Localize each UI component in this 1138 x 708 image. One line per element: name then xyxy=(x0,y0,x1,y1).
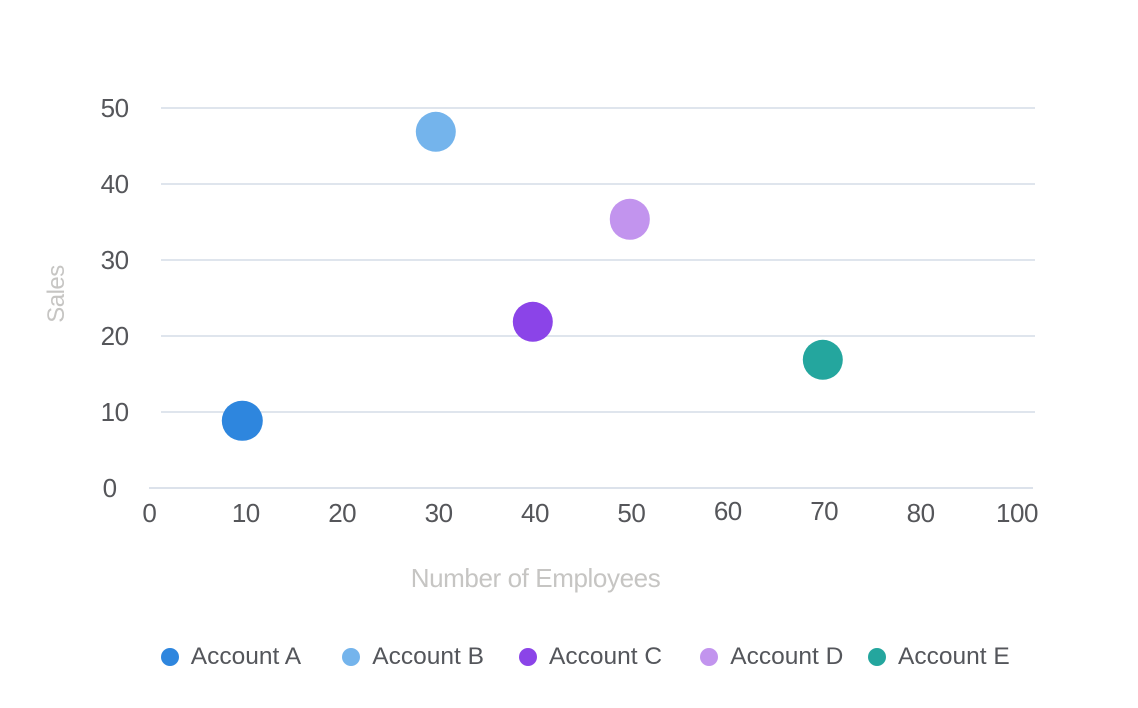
bubble-account-c[interactable] xyxy=(512,301,553,343)
x-tick-label-100: 100 xyxy=(996,498,1038,528)
legend-label: Account A xyxy=(190,642,302,670)
x-tick-label-50: 50 xyxy=(617,498,646,528)
y-gridline xyxy=(161,258,1035,261)
legend-item-account-e[interactable]: Account E xyxy=(868,642,1010,670)
x-tick-label-40: 40 xyxy=(521,498,549,528)
legend-marker-account-b xyxy=(342,647,361,666)
y-gridline xyxy=(161,182,1035,185)
bubble-account-d[interactable] xyxy=(609,199,650,240)
y-tick-label-10: 10 xyxy=(100,396,129,427)
bubble-account-a[interactable] xyxy=(222,400,263,441)
legend-label: Account E xyxy=(898,642,1010,670)
legend-item-account-c[interactable]: Account C xyxy=(519,642,663,670)
x-tick-label-60: 60 xyxy=(713,496,742,526)
legend-label: Account D xyxy=(730,642,844,670)
x-tick-label-30: 30 xyxy=(424,498,453,528)
legend-item-account-d[interactable]: Account D xyxy=(700,642,844,670)
x-axis-line xyxy=(149,486,1034,489)
x-tick-label-70: 70 xyxy=(810,496,839,526)
x-axis-title: Number of Employees xyxy=(410,563,661,593)
x-tick-label-20: 20 xyxy=(328,498,357,528)
y-tick-label-30: 30 xyxy=(100,244,129,275)
y-gridline xyxy=(161,410,1035,413)
bubble-account-b[interactable] xyxy=(415,111,457,153)
y-tick-label-50: 50 xyxy=(100,92,129,123)
x-tick-label-80: 80 xyxy=(906,498,935,528)
legend-item-account-a[interactable]: Account A xyxy=(160,642,302,670)
legend-marker-account-e xyxy=(868,647,886,666)
bubble-account-e[interactable] xyxy=(802,339,844,381)
legend-marker-account-d xyxy=(700,647,719,666)
y-tick-label-20: 20 xyxy=(100,320,129,351)
legend-label: Account C xyxy=(549,642,663,670)
legend-item-account-b[interactable]: Account B xyxy=(342,642,484,670)
legend-marker-account-c xyxy=(519,647,537,666)
legend-marker-account-a xyxy=(160,647,179,666)
y-gridline xyxy=(161,106,1035,109)
x-tick-label-10: 10 xyxy=(231,498,260,528)
x-tick-label-0: 0 xyxy=(142,498,157,528)
y-gridline xyxy=(161,334,1035,337)
y-tick-label-40: 40 xyxy=(100,168,129,199)
legend-label: Account B xyxy=(372,642,484,670)
y-tick-label-0: 0 xyxy=(102,472,117,503)
